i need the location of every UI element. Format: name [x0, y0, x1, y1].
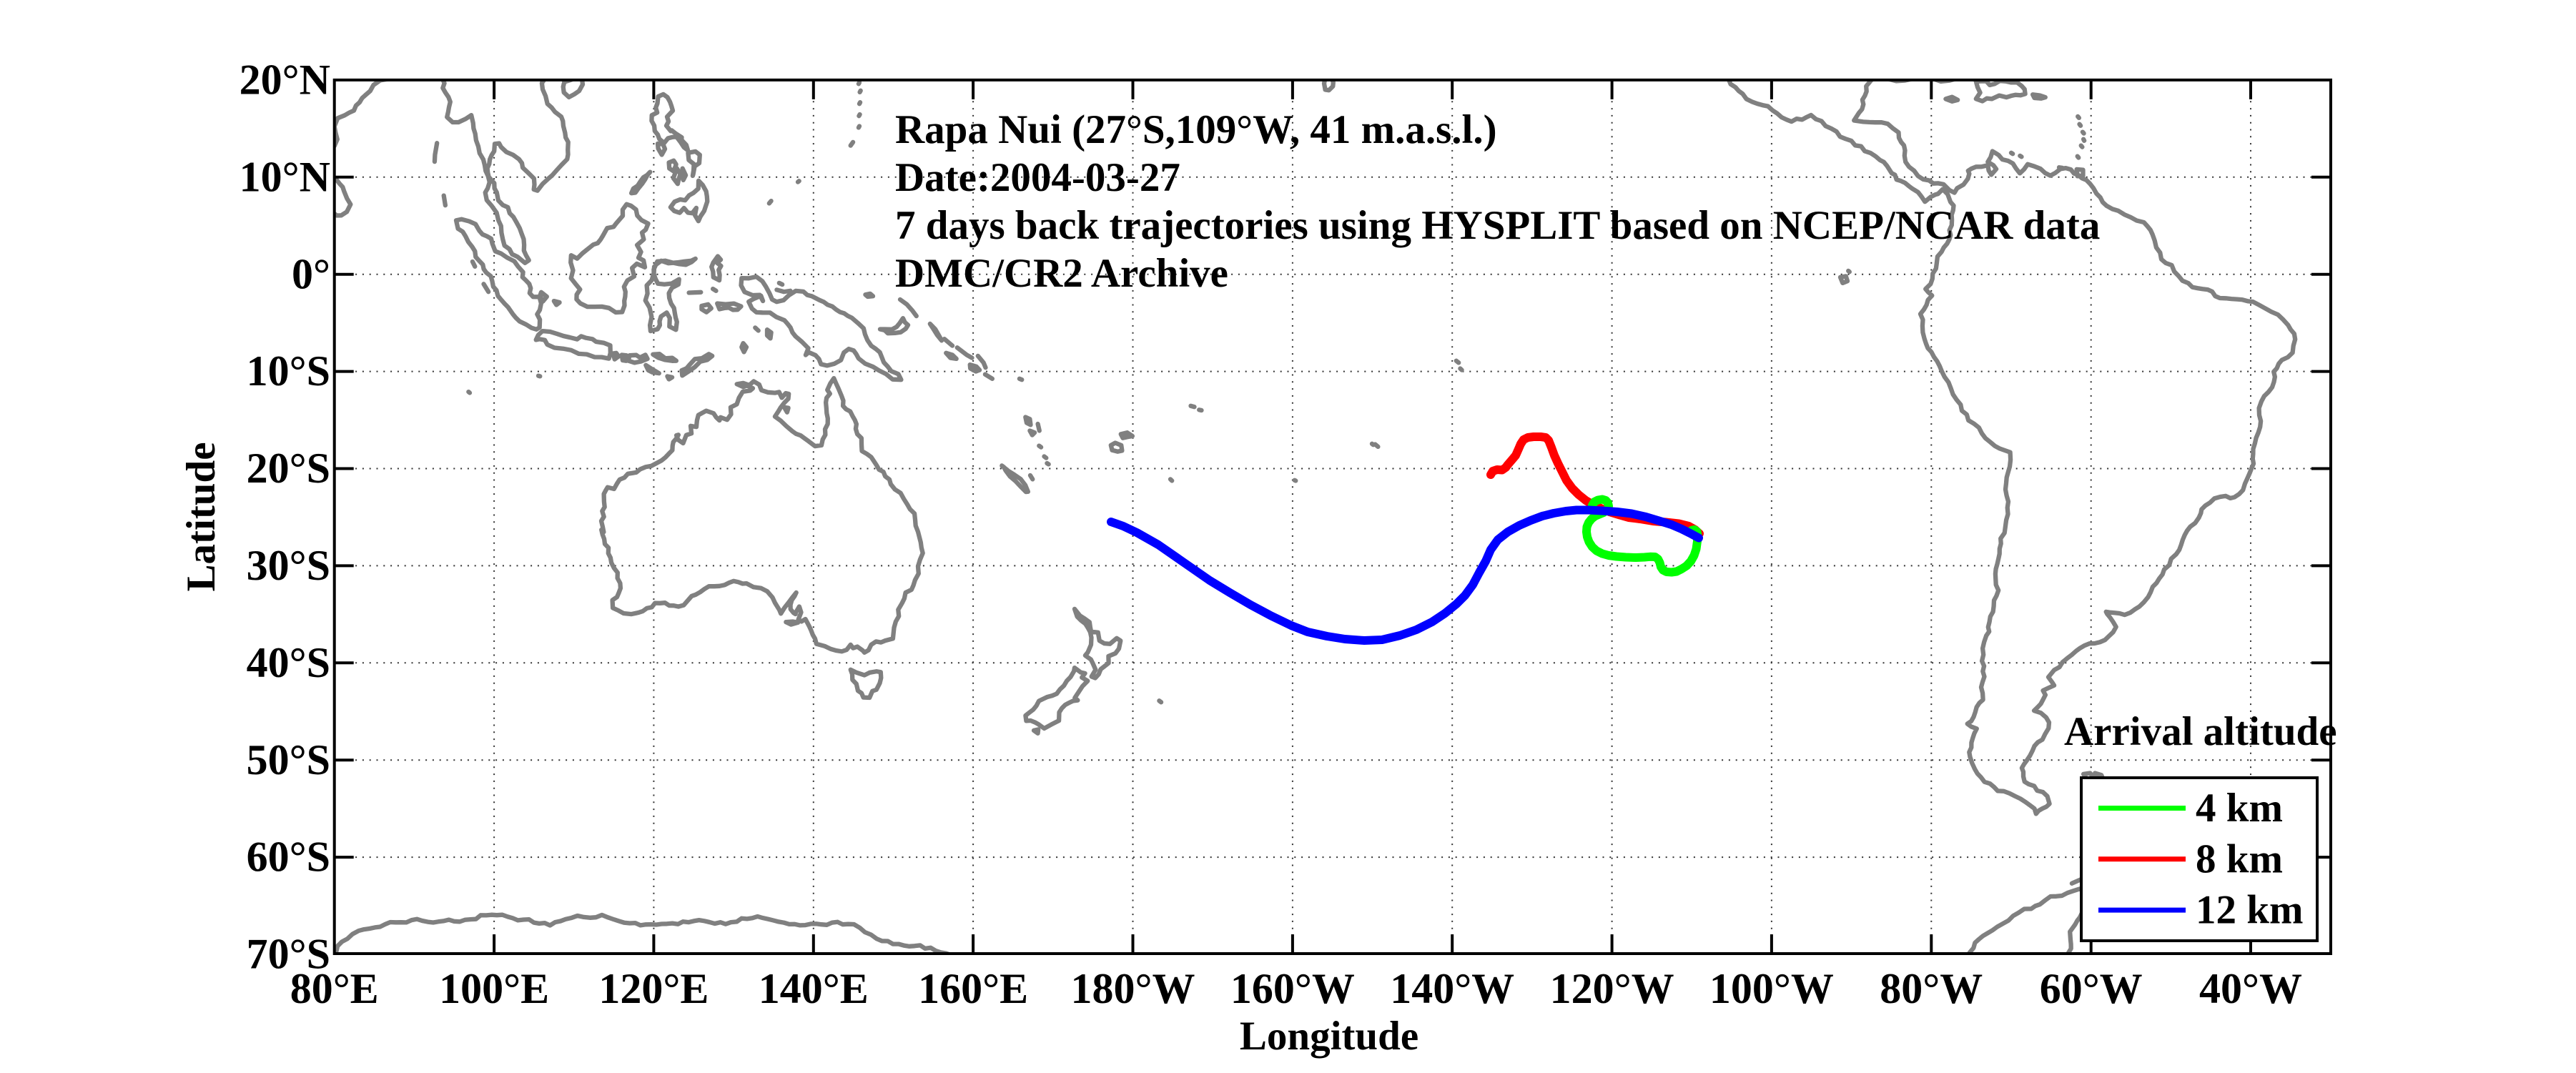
svg-text:160°W: 160°W [1230, 965, 1355, 1012]
svg-text:12 km: 12 km [2196, 888, 2303, 933]
svg-text:40°S: 40°S [247, 639, 330, 686]
svg-text:140°W: 140°W [1390, 965, 1514, 1012]
svg-text:140°E: 140°E [759, 965, 869, 1012]
svg-text:180°W: 180°W [1071, 965, 1195, 1012]
svg-text:60°S: 60°S [247, 834, 330, 881]
svg-text:Arrival altitude: Arrival altitude [2064, 709, 2337, 754]
svg-text:8 km: 8 km [2196, 836, 2283, 881]
svg-text:40°W: 40°W [2199, 965, 2302, 1012]
svg-text:120°W: 120°W [1550, 965, 1674, 1012]
svg-text:10°N: 10°N [240, 153, 330, 200]
svg-text:7 days back trajectories using: 7 days back trajectories using HYSPLIT b… [895, 203, 2100, 248]
svg-text:160°E: 160°E [918, 965, 1028, 1012]
svg-text:120°E: 120°E [598, 965, 709, 1012]
svg-text:Rapa Nui (27°S,109°W, 41 m.a.s: Rapa Nui (27°S,109°W, 41 m.a.s.l.) [895, 107, 1497, 152]
svg-text:DMC/CR2 Archive: DMC/CR2 Archive [895, 251, 1228, 296]
svg-text:30°S: 30°S [247, 542, 330, 589]
svg-text:60°W: 60°W [2040, 965, 2143, 1012]
svg-text:20°N: 20°N [240, 56, 330, 104]
svg-text:0°: 0° [292, 250, 330, 297]
svg-text:10°S: 10°S [247, 347, 330, 395]
svg-text:80°W: 80°W [1880, 965, 1983, 1012]
svg-text:20°S: 20°S [247, 445, 330, 492]
svg-text:Latitude: Latitude [179, 442, 224, 591]
svg-text:Date:2004-03-27: Date:2004-03-27 [895, 155, 1180, 200]
svg-text:100°W: 100°W [1709, 965, 1834, 1012]
svg-text:80°E: 80°E [290, 965, 379, 1012]
svg-text:Longitude: Longitude [1240, 1014, 1418, 1059]
svg-text:70°S: 70°S [247, 931, 330, 978]
svg-text:100°E: 100°E [439, 965, 549, 1012]
svg-text:4 km: 4 km [2196, 786, 2283, 831]
svg-text:50°S: 50°S [247, 736, 330, 783]
